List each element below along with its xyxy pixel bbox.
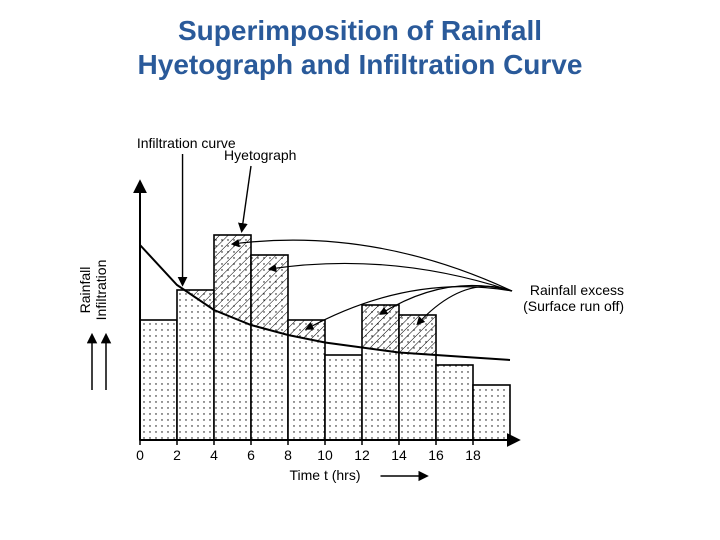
label-rainfall-excess-2: (Surface run off) — [523, 298, 624, 314]
x-tick-label: 18 — [465, 447, 481, 463]
bar — [436, 365, 473, 440]
x-tick-label: 16 — [428, 447, 444, 463]
label-rainfall-excess: Rainfall excess — [530, 282, 624, 298]
chart-container: 0 2 4 6 8 10 12 14 16 18 RainfallInfiltration Time … — [70, 130, 630, 490]
pointer-arrow — [242, 166, 251, 231]
bar — [325, 355, 362, 440]
bar — [177, 290, 214, 440]
chart-svg: 0 2 4 6 8 10 12 14 16 18 RainfallInfiltration Time … — [70, 130, 630, 490]
x-tick-label: 0 — [136, 447, 144, 463]
x-tick-label: 10 — [317, 447, 333, 463]
x-tick-label: 2 — [173, 447, 181, 463]
bar — [140, 320, 177, 440]
x-tick-label: 14 — [391, 447, 407, 463]
x-tick-label: 12 — [354, 447, 370, 463]
y-label-infiltration: Infiltration — [93, 260, 109, 321]
x-tick-label: 6 — [247, 447, 255, 463]
x-tick-label: 4 — [210, 447, 218, 463]
title-line2: Hyetograph and Infiltration Curve — [138, 49, 583, 80]
y-label-rainfall: Rainfall — [77, 267, 93, 314]
x-axis-label: Time t (hrs) — [289, 467, 360, 483]
x-tick-label: 8 — [284, 447, 292, 463]
bar — [473, 385, 510, 440]
page-title: Superimposition of Rainfall Hyetograph a… — [0, 0, 720, 81]
rainfall-excess-region — [362, 305, 399, 353]
title-line1: Superimposition of Rainfall — [178, 15, 542, 46]
label-infiltration-curve: Infiltration curve — [137, 135, 236, 151]
label-hyetograph: Hyetograph — [224, 147, 296, 163]
rainfall-excess-region — [399, 315, 436, 355]
